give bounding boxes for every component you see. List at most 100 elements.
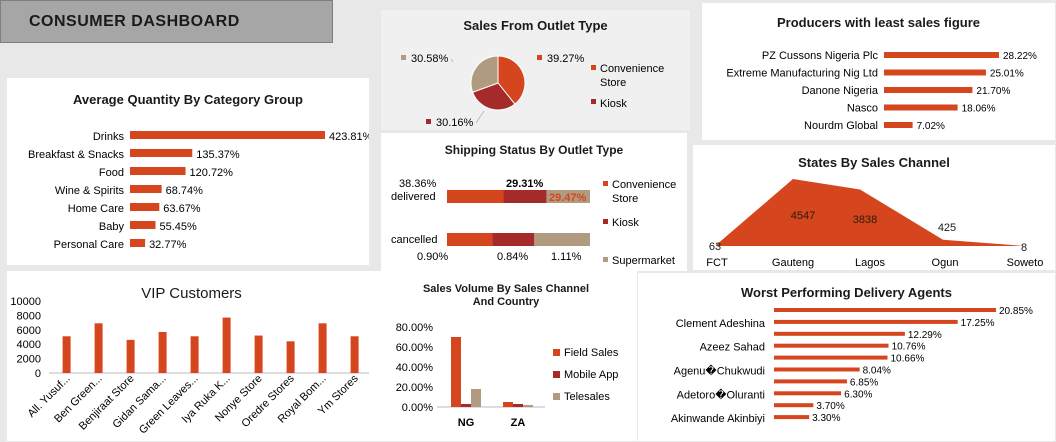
slice-marker — [537, 55, 542, 60]
states-chart: 63 FCT 4547 Gauteng 3838 Lagos 425 Ogun 8 Soweto — [706, 179, 1044, 269]
legend-label: Field Sales — [564, 347, 619, 359]
agent-label: Adetoro�Oluranti — [677, 387, 765, 401]
category-label: Home Care — [68, 203, 124, 215]
legend-swatch — [603, 181, 608, 186]
outlet-pie-chart: 39.27% 30.16% 30.58% Convenience Store Kiosk — [401, 53, 664, 129]
data-label: 0.90% — [417, 251, 448, 263]
category-label: FCT — [706, 257, 728, 269]
legend-label: Convenience — [612, 179, 676, 191]
dashboard-title: CONSUMER DASHBOARD — [0, 0, 333, 43]
legend-swatch — [591, 65, 596, 70]
y-tick-label: 60.00% — [396, 342, 434, 354]
bar — [774, 403, 814, 408]
bar — [130, 185, 162, 193]
stacked-segment — [492, 233, 535, 246]
data-label: 29.47% — [549, 192, 587, 204]
bar — [318, 323, 327, 373]
agents-chart: 20.85% 17.25% Clement Adeshina 12.29%10.76%… — [671, 306, 1033, 425]
vip-panel: VIP Customers 0 2000 4000 6000 8000 10000 All.… — [7, 271, 376, 441]
bar — [130, 131, 325, 139]
legend-swatch — [603, 257, 608, 262]
bar — [451, 337, 461, 407]
producers-panel: Producers with least sales figure PZ Cus… — [702, 3, 1055, 140]
stacked-segment — [546, 190, 590, 203]
y-tick-label: 0 — [35, 368, 41, 380]
data-label: 29.31% — [506, 178, 544, 190]
vip-title: VIP Customers — [141, 285, 242, 302]
bar — [130, 203, 160, 211]
pie-slice — [471, 82, 516, 111]
bar — [254, 335, 263, 373]
bar — [286, 341, 295, 373]
category-label: Gauteng — [772, 257, 814, 269]
producer-label: Nasco — [847, 103, 878, 115]
legend-label: Mobile App — [564, 369, 618, 381]
bar — [774, 308, 996, 312]
value-label: 120.72% — [190, 167, 234, 179]
legend-label: Store — [612, 193, 638, 205]
category-label: Ogun — [932, 257, 959, 269]
outlet-pie-panel: Sales From Outlet Type 39.27% 30.16% 30.58… — [381, 10, 690, 130]
volume-title-line-2: And Country — [472, 296, 540, 308]
category-label: cancelled — [391, 234, 437, 246]
agent-label: Akinwande Akinbiyi — [671, 413, 765, 425]
category-label: Personal Care — [54, 239, 124, 251]
y-tick-label: 0.00% — [402, 402, 433, 414]
bar — [774, 331, 905, 336]
x-tick-label: ZA — [511, 417, 526, 429]
value-label: 63.67% — [163, 203, 201, 215]
category-label: Baby — [99, 221, 125, 233]
legend-label: Kiosk — [612, 217, 639, 229]
producers-chart: PZ Cussons Nigeria Plc 28.22% Extreme Manu… — [726, 50, 1037, 132]
value-label: 10.66% — [891, 354, 925, 365]
y-tick-label: 10000 — [10, 296, 41, 308]
avg-qty-title: Average Quantity By Category Group — [73, 92, 303, 107]
bar — [884, 87, 973, 93]
bar — [774, 319, 958, 324]
category-label: Breakfast & Snacks — [28, 149, 124, 161]
agents-title: Worst Performing Delivery Agents — [741, 285, 952, 300]
bar — [130, 221, 156, 229]
data-label: 4547 — [791, 210, 815, 222]
value-label: 28.22% — [1003, 51, 1037, 62]
legend-label: Kiosk — [600, 98, 627, 110]
shipping-chart: 38.36%delivered 29.31% 29.47% cancelled 0.90… — [391, 178, 676, 267]
value-label: 68.74% — [166, 185, 204, 197]
value-label: 55.45% — [160, 221, 198, 233]
bar — [471, 389, 481, 407]
value-label: 32.77% — [149, 239, 187, 251]
leader-line — [450, 58, 454, 63]
x-tick-label: Benjiraat Store — [77, 373, 137, 433]
bar — [130, 167, 186, 175]
category-label: Soweto — [1007, 257, 1044, 269]
bar — [62, 336, 71, 373]
bar — [503, 402, 513, 407]
shipping-panel: Shipping Status By Outlet Type 38.36% del… — [381, 133, 687, 271]
agent-label: Clement Adeshina — [676, 318, 766, 330]
legend-swatch — [553, 393, 560, 400]
bar — [158, 331, 167, 373]
bar — [461, 404, 471, 407]
bar — [222, 317, 231, 373]
y-tick-label: 8000 — [17, 310, 41, 322]
bar — [513, 404, 523, 407]
bar — [774, 343, 889, 348]
legend-swatch — [553, 349, 560, 356]
value-label: 25.01% — [990, 69, 1024, 80]
legend-label: Convenience — [600, 63, 664, 75]
data-label: 63 — [709, 241, 721, 253]
bar — [774, 367, 860, 372]
y-tick-label: 40.00% — [396, 362, 434, 374]
leader-line — [475, 110, 485, 124]
bar — [130, 239, 146, 247]
producers-title: Producers with least sales figure — [776, 15, 981, 30]
pie-slice — [470, 55, 499, 93]
shipping-title: Shipping Status By Outlet Type — [444, 143, 624, 157]
bar — [350, 336, 359, 373]
producer-label: PZ Cussons Nigeria Plc — [762, 50, 879, 62]
states-panel: States By Sales Channel 63 FCT 4547 Gauteng… — [693, 145, 1055, 270]
bar — [190, 336, 199, 373]
bar — [884, 52, 999, 58]
agents-panel: Worst Performing Delivery Agents 20.85% 1… — [638, 273, 1055, 441]
